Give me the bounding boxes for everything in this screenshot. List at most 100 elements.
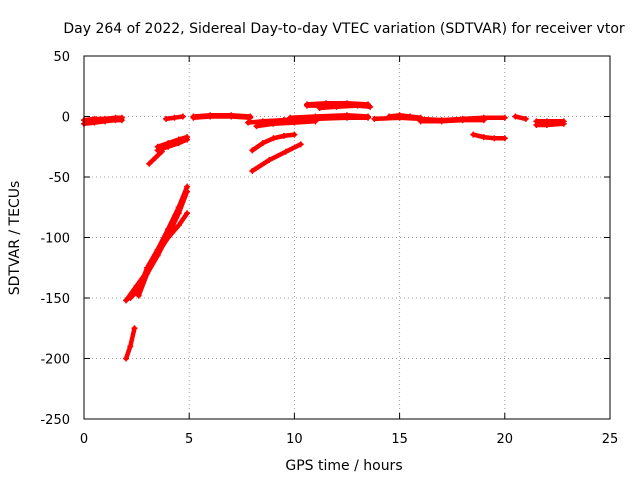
data-series-track — [155, 137, 190, 153]
data-point — [287, 114, 294, 121]
data-point — [316, 105, 323, 112]
data-point — [501, 114, 508, 121]
data-point — [175, 140, 182, 147]
data-point — [184, 210, 191, 217]
x-tick-label: 20 — [497, 432, 514, 447]
data-point — [560, 120, 567, 127]
y-tick-label: -150 — [40, 292, 70, 307]
data-point — [365, 113, 372, 120]
data-point — [304, 102, 311, 109]
x-tick-label: 10 — [286, 432, 303, 447]
data-point — [253, 123, 260, 130]
data-point — [491, 135, 498, 142]
data-point — [165, 143, 172, 150]
data-series-track — [250, 142, 303, 174]
data-series-track — [254, 119, 318, 129]
x-tick-label: 15 — [391, 432, 408, 447]
data-point — [91, 115, 98, 122]
x-axis-label: GPS time / hours — [285, 458, 402, 474]
data-layer — [81, 100, 567, 362]
data-point — [367, 103, 374, 110]
data-point — [522, 115, 529, 122]
data-point — [291, 131, 298, 138]
data-point — [171, 114, 178, 121]
data-point — [280, 117, 287, 124]
data-point — [127, 343, 134, 350]
data-point — [417, 118, 424, 125]
data-point — [207, 113, 214, 120]
y-tick-label: 50 — [53, 50, 70, 65]
data-point — [118, 114, 125, 121]
data-point — [543, 121, 550, 128]
data-point — [459, 117, 466, 124]
data-point — [259, 140, 266, 147]
x-tick-label: 0 — [80, 432, 88, 447]
x-tick-label: 5 — [185, 432, 193, 447]
data-point — [270, 120, 277, 127]
data-point — [297, 141, 304, 148]
data-point — [480, 117, 487, 124]
data-point — [123, 297, 130, 304]
data-point — [152, 154, 159, 161]
data-series-track — [136, 189, 190, 298]
data-point — [354, 102, 361, 109]
data-series-track — [191, 114, 253, 120]
data-point — [501, 135, 508, 142]
data-point — [175, 222, 182, 229]
data-point — [470, 131, 477, 138]
data-point — [131, 325, 138, 332]
data-point — [127, 295, 134, 301]
data-point — [245, 119, 252, 126]
data-point — [179, 113, 186, 120]
data-series-track — [534, 121, 566, 128]
data-point — [344, 112, 350, 119]
y-tick-label: -100 — [40, 232, 70, 247]
chart-title: Day 264 of 2022, Sidereal Day-to-day VTE… — [63, 21, 625, 37]
data-point — [512, 113, 519, 120]
data-point — [438, 118, 445, 125]
y-tick-label: 0 — [62, 111, 70, 126]
data-point — [144, 270, 151, 277]
data-point — [282, 148, 289, 155]
data-series-track — [470, 132, 508, 141]
y-tick-label: -200 — [40, 353, 70, 368]
data-point — [386, 113, 393, 120]
data-series-track — [287, 113, 371, 120]
data-series-track — [155, 134, 190, 150]
data-point — [249, 167, 256, 174]
data-point — [270, 135, 277, 142]
data-point — [247, 114, 254, 121]
x-tick-label: 25 — [602, 432, 619, 447]
data-point — [165, 232, 172, 239]
y-tick-label: -50 — [49, 171, 70, 186]
data-point — [184, 136, 191, 143]
data-point — [396, 112, 403, 119]
data-point — [146, 160, 153, 167]
data-series-track — [418, 117, 487, 124]
data-point — [154, 252, 161, 259]
data-point — [154, 147, 161, 154]
data-point — [175, 210, 182, 217]
data-point — [123, 355, 130, 362]
y-axis-label: SDTVAR / TECUs — [7, 181, 23, 296]
data-point — [407, 113, 414, 120]
data-point — [228, 113, 235, 120]
data-point — [249, 147, 256, 154]
data-point — [280, 132, 287, 139]
data-point — [312, 113, 319, 120]
data-point — [333, 103, 340, 110]
data-series-track — [317, 103, 373, 111]
data-point — [184, 188, 191, 195]
data-series-track — [386, 113, 423, 120]
data-point — [266, 157, 273, 164]
data-point — [190, 114, 197, 121]
data-point — [102, 115, 109, 122]
y-tick-label: -250 — [40, 413, 70, 428]
data-point — [135, 292, 142, 299]
axis-layer: 0 5 10 15 20 25 -250 -200 -150 -100 -50 0 50 — [40, 50, 618, 447]
data-point — [533, 121, 540, 128]
data-point — [112, 114, 119, 121]
data-point — [163, 115, 170, 122]
